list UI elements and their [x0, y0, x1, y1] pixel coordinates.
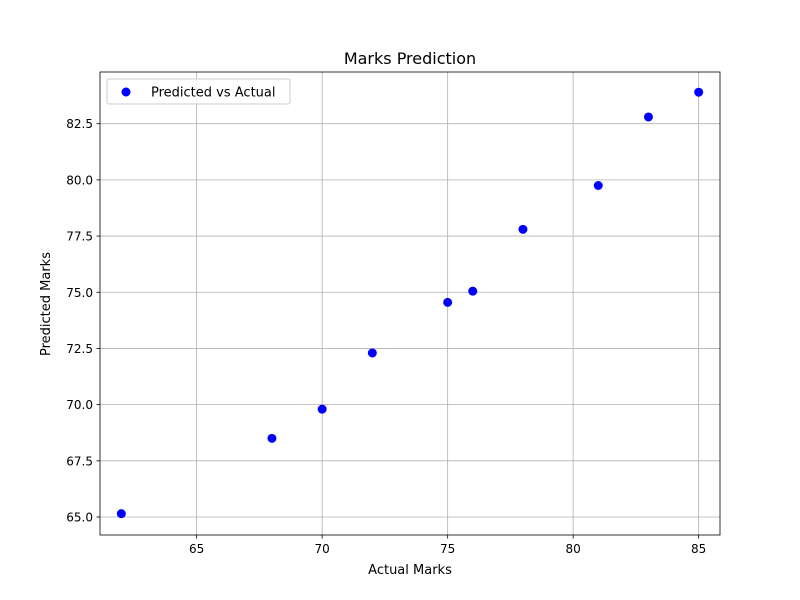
x-tick-label: 75	[440, 542, 455, 556]
y-tick-label: 72.5	[66, 342, 93, 356]
data-point	[694, 87, 704, 97]
legend-box	[106, 78, 291, 105]
x-tick-label: 70	[315, 542, 330, 556]
y-tick-label: 77.5	[66, 230, 93, 244]
y-tick-label: 82.5	[66, 117, 93, 131]
legend-marker	[121, 87, 131, 97]
legend-label: Predicted vs Actual	[151, 86, 275, 101]
data-point	[593, 181, 603, 191]
legend: Predicted vs Actual	[106, 78, 291, 105]
data-point	[518, 224, 528, 234]
data-point	[443, 297, 453, 307]
chart-title: Marks Prediction	[344, 49, 476, 68]
y-tick-label: 80.0	[66, 173, 93, 187]
x-tick-label: 65	[189, 542, 204, 556]
y-tick-label: 67.5	[66, 454, 93, 468]
y-tick-label: 70.0	[66, 398, 93, 412]
axis-ticks: 65 70 75 80 85 65.0 67.5 70.0 72.5 75.0 77.5 80.0 82…	[66, 117, 706, 556]
y-axis-label: Predicted Marks	[39, 252, 54, 356]
data-point	[367, 348, 377, 358]
y-tick-label: 65.0	[66, 511, 93, 525]
data-point	[116, 509, 126, 519]
data-point	[468, 286, 478, 296]
data-point	[267, 433, 277, 443]
x-axis-label: Actual Marks	[368, 563, 452, 578]
data-point	[643, 112, 653, 122]
data-points	[116, 87, 704, 519]
x-tick-label: 85	[691, 542, 706, 556]
x-tick-label: 80	[566, 542, 581, 556]
y-tick-label: 75.0	[66, 286, 93, 300]
plot-area-frame	[99, 71, 721, 536]
data-point	[317, 404, 327, 414]
